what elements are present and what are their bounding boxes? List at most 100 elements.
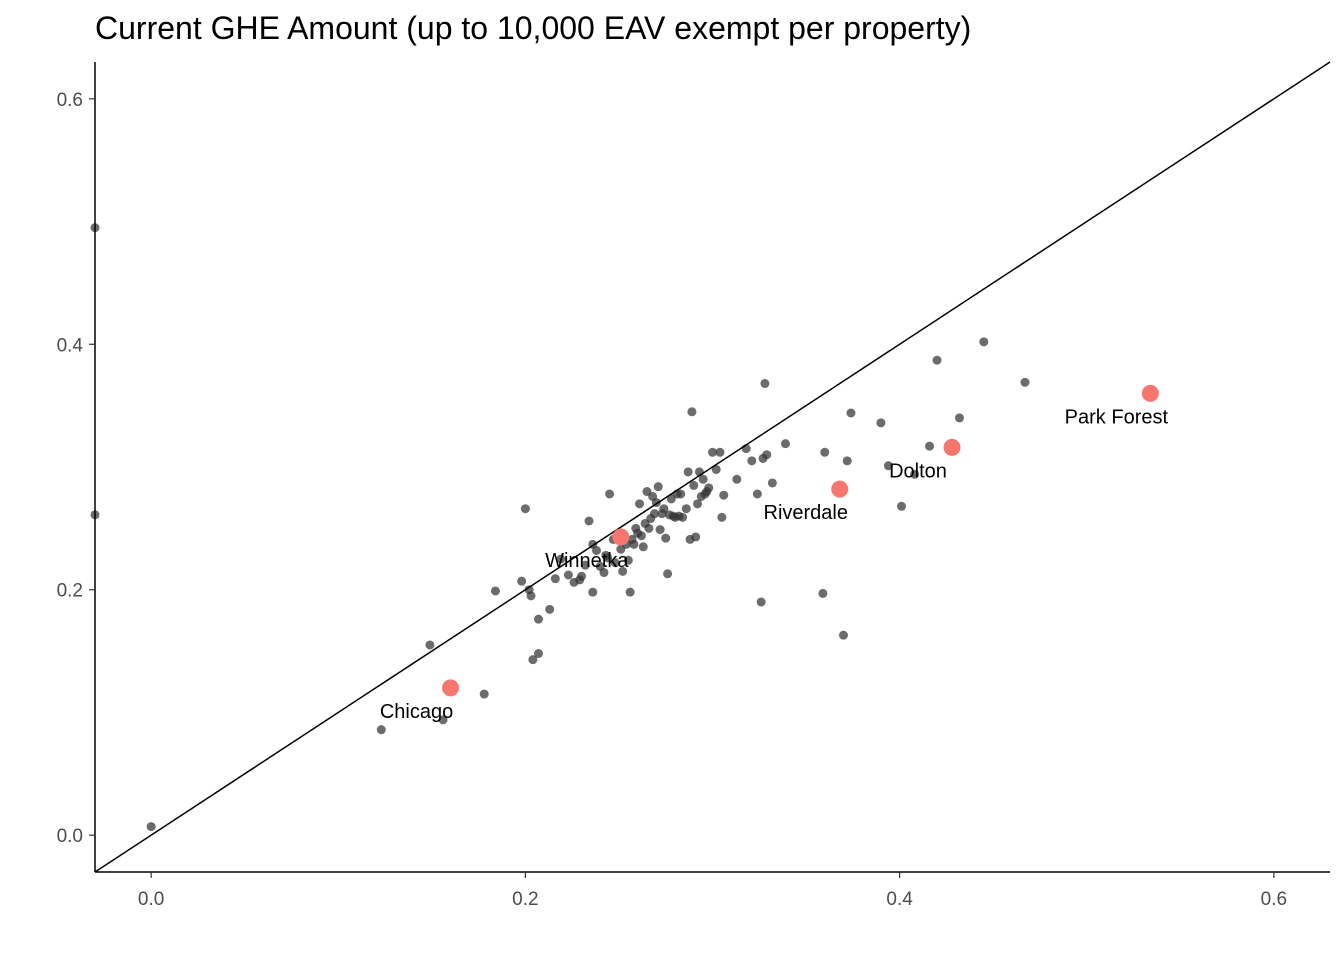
data-point [479, 689, 489, 699]
data-point [687, 407, 697, 417]
data-point [618, 566, 628, 576]
reference-line [94, 61, 1331, 873]
data-point [635, 499, 645, 509]
highlight-point [612, 528, 630, 546]
data-point [584, 516, 594, 526]
data-point [932, 355, 942, 365]
point-label: Park Forest [1065, 406, 1169, 428]
data-point [520, 504, 530, 514]
data-point [780, 439, 790, 449]
data-point [756, 597, 766, 607]
highlight-layer: Chicago Winnetka Riverdale Dolton Park Fores… [380, 384, 1169, 723]
data-point [438, 715, 448, 725]
chart-title: Current GHE Amount (up to 10,000 EAV exe… [95, 10, 972, 46]
data-point [846, 408, 856, 418]
data-point [629, 539, 639, 549]
data-point [818, 588, 828, 598]
data-point [704, 483, 714, 493]
data-point [655, 525, 665, 535]
data-point [550, 574, 560, 584]
data-point [577, 571, 587, 581]
highlight-point [831, 480, 849, 498]
data-point [533, 649, 543, 659]
data-point [762, 450, 772, 460]
highlight-point [442, 679, 460, 697]
data-point [526, 591, 536, 601]
data-point [689, 480, 699, 490]
point-label: Chicago [380, 701, 453, 723]
data-point [711, 464, 721, 474]
data-point [533, 614, 543, 624]
highlight-point [943, 438, 961, 456]
data-point [638, 542, 648, 552]
data-point [605, 489, 615, 499]
data-point [691, 532, 701, 542]
data-point [715, 447, 725, 457]
data-point [683, 467, 693, 477]
data-point [663, 569, 673, 579]
data-point [490, 586, 500, 596]
data-point [698, 474, 708, 484]
y-tick-label: 0.6 [57, 90, 83, 111]
data-point [883, 461, 893, 471]
data-point [146, 822, 156, 832]
data-point [925, 441, 935, 451]
data-point [876, 418, 886, 428]
points-layer [90, 223, 1030, 832]
data-point [752, 489, 762, 499]
point-label: Riverdale [764, 502, 848, 524]
data-point [838, 630, 848, 640]
data-point [517, 576, 527, 586]
data-point [767, 478, 777, 488]
data-point [563, 570, 573, 580]
data-point [747, 456, 757, 466]
data-point [820, 447, 830, 457]
data-point [955, 413, 964, 423]
data-point [693, 499, 703, 509]
axes-layer: 0.0 0.2 0.4 0.6 0.0 0.2 0.4 0.6 [57, 62, 1330, 910]
x-tick-label: 0.2 [512, 889, 538, 910]
data-point [376, 725, 386, 735]
data-point [649, 509, 659, 519]
data-point [580, 560, 590, 570]
y-tick-label: 0.2 [57, 581, 83, 602]
data-point [732, 474, 742, 484]
data-point [545, 604, 555, 614]
data-point [556, 554, 566, 564]
data-point [910, 469, 920, 479]
data-point [588, 587, 598, 597]
data-point [1020, 377, 1030, 387]
data-point [896, 501, 906, 511]
data-point [603, 553, 613, 563]
data-point [636, 531, 646, 541]
reference-line-layer [94, 61, 1331, 873]
data-point [659, 504, 669, 514]
point-label: Winnetka [545, 550, 629, 572]
data-point [719, 490, 729, 500]
data-point [676, 489, 686, 499]
data-point [661, 533, 671, 543]
data-point [760, 379, 770, 389]
data-point [708, 447, 717, 457]
highlight-point [1141, 384, 1159, 402]
data-point [623, 555, 633, 565]
data-point [979, 337, 989, 347]
data-point [842, 456, 852, 466]
data-point [610, 558, 620, 568]
y-tick-label: 0.0 [57, 826, 83, 847]
x-tick-label: 0.4 [886, 889, 913, 910]
x-tick-label: 0.6 [1261, 889, 1287, 910]
data-point [591, 545, 601, 555]
data-point [425, 640, 435, 650]
data-point [717, 512, 727, 522]
data-point [653, 482, 663, 492]
data-point [678, 512, 688, 522]
data-point [625, 587, 635, 597]
data-point [528, 655, 538, 665]
x-tick-label: 0.0 [138, 889, 164, 910]
data-point [681, 504, 691, 514]
data-point [644, 523, 654, 533]
y-tick-label: 0.4 [57, 335, 84, 356]
point-label: Dolton [889, 460, 947, 482]
